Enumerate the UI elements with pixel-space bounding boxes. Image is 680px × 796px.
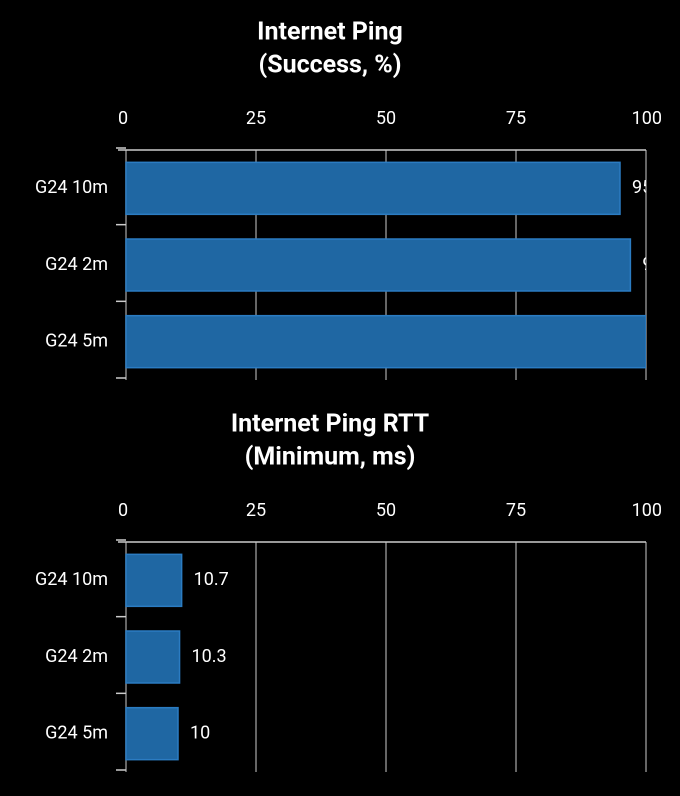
y-tick-label: G24 5m bbox=[45, 722, 108, 743]
chart-title: (Success, %) bbox=[259, 51, 402, 80]
x-tick-label: 50 bbox=[376, 108, 396, 129]
data-label: 100 bbox=[658, 330, 680, 351]
x-tick-label: 100 bbox=[632, 500, 662, 521]
bar bbox=[125, 706, 179, 761]
y-tick-label: G24 10m bbox=[35, 177, 108, 198]
bar bbox=[125, 553, 183, 608]
chart-title: (Minimum, ms) bbox=[245, 443, 416, 472]
y-tick-label: G24 2m bbox=[45, 254, 108, 275]
x-tick-label: 0 bbox=[118, 108, 128, 129]
plot-area: 10.7 10.3 10 bbox=[125, 553, 229, 761]
x-tick-label: 75 bbox=[506, 108, 526, 129]
bar bbox=[125, 630, 181, 684]
data-label: 97 bbox=[642, 254, 662, 275]
x-tick-label: 50 bbox=[376, 500, 396, 521]
data-label: 10 bbox=[190, 722, 210, 743]
y-tick-label: G24 2m bbox=[45, 646, 108, 667]
x-tick-label: 75 bbox=[506, 500, 526, 521]
chart-title: Internet Ping bbox=[257, 18, 403, 47]
data-label: 95 bbox=[632, 177, 652, 198]
x-tick-label: 25 bbox=[246, 500, 266, 521]
data-label: 10.7 bbox=[194, 569, 229, 590]
data-label: 10.3 bbox=[192, 646, 227, 667]
bar bbox=[125, 238, 632, 292]
chart-title: Internet Ping RTT bbox=[231, 410, 429, 439]
bar bbox=[125, 161, 621, 216]
x-tick-label: 25 bbox=[246, 108, 266, 129]
bar bbox=[125, 314, 646, 369]
y-tick-label: G24 5m bbox=[45, 330, 108, 351]
x-tick-label: 0 bbox=[118, 500, 128, 521]
y-tick-label: G24 10m bbox=[35, 569, 108, 590]
plot-area: 95 97 100 bbox=[125, 161, 680, 369]
x-tick-label: 100 bbox=[632, 108, 662, 129]
